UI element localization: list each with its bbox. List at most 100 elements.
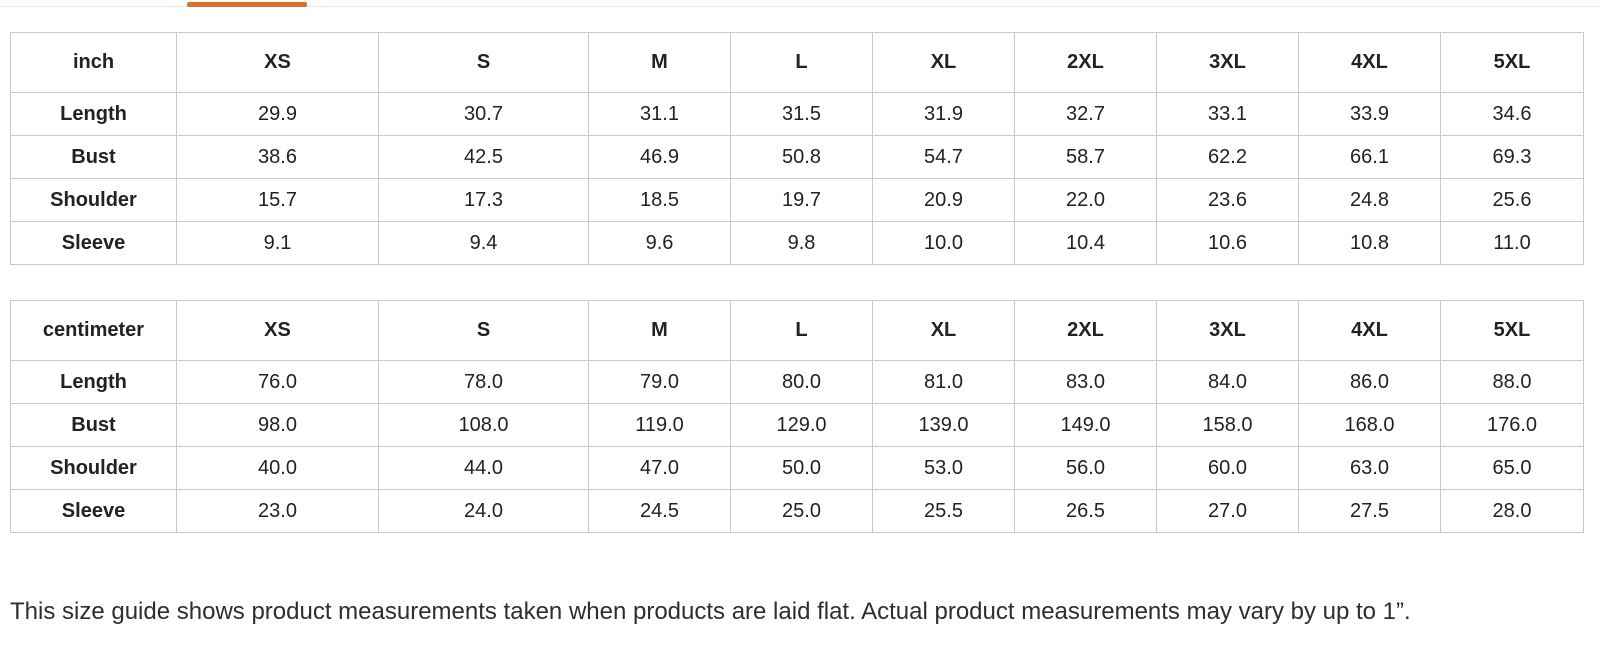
measurement-value-cell: 50.0 (730, 446, 873, 490)
measurement-value-cell: 29.9 (176, 92, 379, 136)
size-column-header: 5XL (1440, 32, 1584, 93)
measurement-value-cell: 9.8 (730, 221, 873, 265)
measurement-value-cell: 30.7 (378, 92, 589, 136)
measurement-value-cell: 27.5 (1298, 489, 1441, 533)
measurement-row: Bust 98.0 108.0 119.0 129.0 139.0 149.0 158.0 16… (10, 403, 1584, 447)
measurement-value-cell: 9.6 (588, 221, 731, 265)
size-column-header: 4XL (1298, 300, 1441, 361)
measurement-value-cell: 63.0 (1298, 446, 1441, 490)
measurement-row-label: Sleeve (10, 221, 177, 265)
size-column-header: S (378, 32, 589, 93)
measurement-value-cell: 26.5 (1014, 489, 1157, 533)
measurement-value-cell: 168.0 (1298, 403, 1441, 447)
size-column-header: 3XL (1156, 32, 1299, 93)
measurement-value-cell: 83.0 (1014, 360, 1157, 404)
measurement-value-cell: 108.0 (378, 403, 589, 447)
measurement-value-cell: 58.7 (1014, 135, 1157, 179)
size-column-header: M (588, 300, 731, 361)
size-guide-note: This size guide shows product measuremen… (10, 598, 1411, 625)
size-table-inch: inch XS S M L XL 2XL 3XL 4XL 5XL Length 29.9 30.7 31.… (10, 32, 1584, 265)
measurement-value-cell: 11.0 (1440, 221, 1584, 265)
measurement-value-cell: 10.6 (1156, 221, 1299, 265)
measurement-value-cell: 31.5 (730, 92, 873, 136)
measurement-row-label: Bust (10, 403, 177, 447)
measurement-row-label: Bust (10, 135, 177, 179)
measurement-row: Shoulder 40.0 44.0 47.0 50.0 53.0 56.0 60.0 63.0… (10, 446, 1584, 490)
measurement-value-cell: 17.3 (378, 178, 589, 222)
unit-label-cell: centimeter (10, 300, 177, 361)
measurement-value-cell: 44.0 (378, 446, 589, 490)
measurement-value-cell: 149.0 (1014, 403, 1157, 447)
measurement-value-cell: 23.6 (1156, 178, 1299, 222)
size-column-header: XS (176, 32, 379, 93)
measurement-value-cell: 31.9 (872, 92, 1015, 136)
size-column-header: L (730, 32, 873, 93)
measurement-value-cell: 9.4 (378, 221, 589, 265)
measurement-value-cell: 81.0 (872, 360, 1015, 404)
measurement-value-cell: 25.6 (1440, 178, 1584, 222)
size-column-header: 2XL (1014, 300, 1157, 361)
measurement-value-cell: 158.0 (1156, 403, 1299, 447)
measurement-row-label: Length (10, 360, 177, 404)
measurement-row-label: Shoulder (10, 446, 177, 490)
measurement-row-label: Sleeve (10, 489, 177, 533)
size-column-header: 2XL (1014, 32, 1157, 93)
measurement-row: Bust 38.6 42.5 46.9 50.8 54.7 58.7 62.2 66.1 69.3 (10, 135, 1584, 179)
measurement-value-cell: 176.0 (1440, 403, 1584, 447)
measurement-value-cell: 31.1 (588, 92, 731, 136)
measurement-value-cell: 33.9 (1298, 92, 1441, 136)
measurement-value-cell: 84.0 (1156, 360, 1299, 404)
size-column-header: L (730, 300, 873, 361)
measurement-row-label: Length (10, 92, 177, 136)
size-column-header: S (378, 300, 589, 361)
measurement-value-cell: 66.1 (1298, 135, 1441, 179)
size-table-header-row: inch XS S M L XL 2XL 3XL 4XL 5XL (10, 32, 1584, 93)
size-column-header: 5XL (1440, 300, 1584, 361)
unit-label-cell: inch (10, 32, 177, 93)
measurement-value-cell: 25.5 (872, 489, 1015, 533)
measurement-value-cell: 24.5 (588, 489, 731, 533)
measurement-value-cell: 18.5 (588, 178, 731, 222)
measurement-value-cell: 15.7 (176, 178, 379, 222)
measurement-value-cell: 129.0 (730, 403, 873, 447)
measurement-row: Length 29.9 30.7 31.1 31.5 31.9 32.7 33.1 33.9 34… (10, 92, 1584, 136)
measurement-value-cell: 56.0 (1014, 446, 1157, 490)
measurement-value-cell: 34.6 (1440, 92, 1584, 136)
measurement-value-cell: 22.0 (1014, 178, 1157, 222)
size-column-header: 3XL (1156, 300, 1299, 361)
size-column-header: M (588, 32, 731, 93)
measurement-value-cell: 80.0 (730, 360, 873, 404)
measurement-value-cell: 27.0 (1156, 489, 1299, 533)
measurement-value-cell: 60.0 (1156, 446, 1299, 490)
measurement-value-cell: 86.0 (1298, 360, 1441, 404)
measurement-value-cell: 53.0 (872, 446, 1015, 490)
measurement-value-cell: 25.0 (730, 489, 873, 533)
tab-strip (0, 0, 1600, 7)
measurement-value-cell: 38.6 (176, 135, 379, 179)
measurement-value-cell: 10.4 (1014, 221, 1157, 265)
measurement-value-cell: 76.0 (176, 360, 379, 404)
measurement-row: Length 76.0 78.0 79.0 80.0 81.0 83.0 84.0 86.0 88… (10, 360, 1584, 404)
measurement-value-cell: 40.0 (176, 446, 379, 490)
measurement-value-cell: 10.0 (872, 221, 1015, 265)
measurement-value-cell: 9.1 (176, 221, 379, 265)
measurement-value-cell: 65.0 (1440, 446, 1584, 490)
size-column-header: XL (872, 300, 1015, 361)
measurement-value-cell: 24.0 (378, 489, 589, 533)
measurement-value-cell: 28.0 (1440, 489, 1584, 533)
measurement-value-cell: 24.8 (1298, 178, 1441, 222)
measurement-value-cell: 119.0 (588, 403, 731, 447)
measurement-value-cell: 20.9 (872, 178, 1015, 222)
size-column-header: XS (176, 300, 379, 361)
measurement-value-cell: 79.0 (588, 360, 731, 404)
measurement-row: Sleeve 23.0 24.0 24.5 25.0 25.5 26.5 27.0 27.5 28… (10, 489, 1584, 533)
measurement-value-cell: 32.7 (1014, 92, 1157, 136)
measurement-value-cell: 88.0 (1440, 360, 1584, 404)
measurement-value-cell: 54.7 (872, 135, 1015, 179)
measurement-value-cell: 10.8 (1298, 221, 1441, 265)
measurement-value-cell: 19.7 (730, 178, 873, 222)
measurement-row: Shoulder 15.7 17.3 18.5 19.7 20.9 22.0 23.6 24.8… (10, 178, 1584, 222)
measurement-value-cell: 33.1 (1156, 92, 1299, 136)
measurement-value-cell: 50.8 (730, 135, 873, 179)
measurement-value-cell: 42.5 (378, 135, 589, 179)
